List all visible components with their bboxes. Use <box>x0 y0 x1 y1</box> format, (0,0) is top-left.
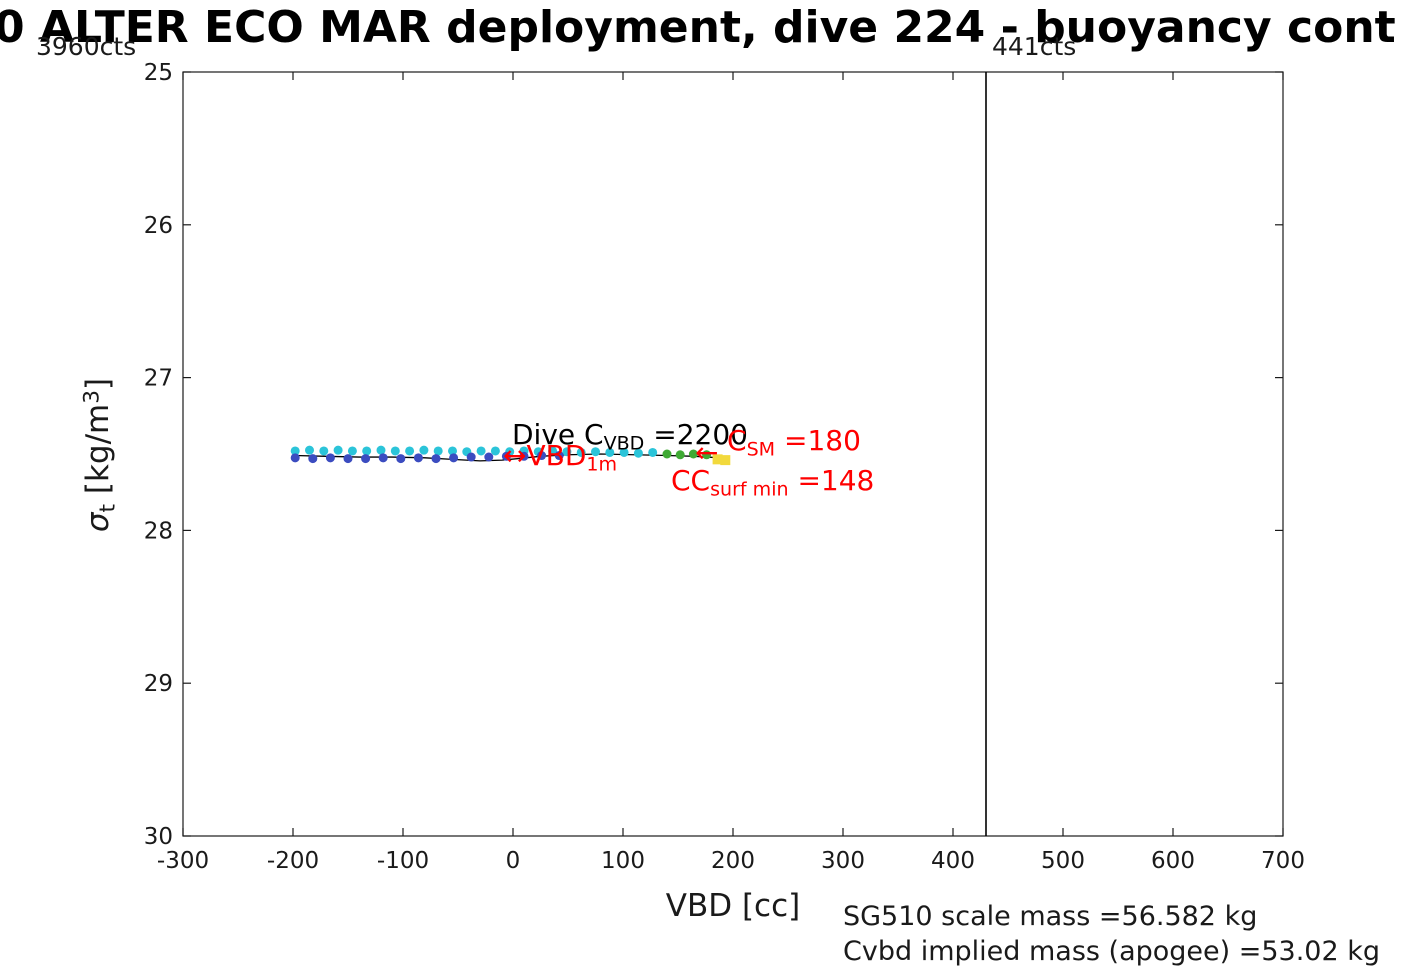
y-tick-label: 26 <box>144 213 173 239</box>
marker-climb-points <box>333 445 343 455</box>
marker-climb-points <box>305 445 314 455</box>
marker-dive-points <box>308 454 318 464</box>
y-axis-label-sigma: σ <box>80 512 117 533</box>
y-tick-label: 27 <box>144 366 173 392</box>
marker-climb-points <box>619 447 629 457</box>
annotation-cc-surf-min-pre: CC <box>671 464 711 497</box>
marker-dive-points <box>449 453 459 463</box>
marker-climb-points <box>390 446 400 456</box>
marker-climb-points <box>448 446 457 456</box>
x-tick-label: 400 <box>931 848 975 874</box>
y-axis-label: σt [kg/m3] <box>79 378 120 532</box>
y-tick-label: 29 <box>144 671 173 697</box>
annotation-c-sm-value: =180 <box>775 424 861 457</box>
annotation-dive-cvbd-value: =2200 <box>644 418 748 451</box>
marker-dive-points <box>413 453 423 463</box>
implied-mass-text: Cvbd implied mass (apogee) =53.02 kg <box>843 936 1381 967</box>
x-tick-label: 0 <box>506 848 521 874</box>
y-tick-label: 25 <box>144 60 173 86</box>
y-axis-label-sub: t <box>95 503 121 513</box>
marker-dive-points <box>396 454 406 464</box>
marker-near-surface-points <box>675 450 685 460</box>
annotation-left-counts: 3960cts <box>36 32 137 61</box>
x-tick-label: -200 <box>267 848 319 874</box>
marker-near-surface-points <box>702 450 712 460</box>
marker-dive-points <box>431 454 441 464</box>
x-tick-label: 600 <box>1151 848 1195 874</box>
marker-climb-points <box>476 446 486 456</box>
annotation-cc-surf-min-value: =148 <box>788 464 875 497</box>
figure-title: 0 ALTER ECO MAR deployment, dive 224 - b… <box>0 2 1396 53</box>
marker-apogee-marker <box>712 454 723 465</box>
marker-climb-points <box>433 446 443 456</box>
x-tick-label: 700 <box>1261 848 1305 874</box>
marker-climb-points <box>633 448 643 458</box>
left-arrow-icon: ← <box>695 436 719 469</box>
marker-climb-points <box>605 447 615 457</box>
marker-dive-points <box>554 451 564 461</box>
x-tick-label: -300 <box>157 848 209 874</box>
marker-climb-points <box>576 447 586 457</box>
marker-climb-points <box>376 445 386 455</box>
marker-climb-points <box>562 447 572 457</box>
marker-climb-points <box>290 446 300 456</box>
x-tick-label: 100 <box>601 848 645 874</box>
annotation-vbd1m: ↔VBD1m <box>503 439 618 476</box>
annotation-dive-cvbd: Dive CVBD =2200 <box>512 418 748 455</box>
y-tick-label: 28 <box>144 518 173 544</box>
annotation-vbd1m-sub: 1m <box>586 453 618 476</box>
marker-dive-points <box>466 452 476 462</box>
marker-climb-points <box>548 446 558 456</box>
marker-dive-points <box>325 453 335 463</box>
marker-dive-points <box>484 452 494 462</box>
marker-dive-points <box>501 451 511 461</box>
annotation-line-counts: 441cts <box>992 32 1077 61</box>
annotation-dive-cvbd-sub: VBD <box>603 432 645 455</box>
marker-dive-points <box>343 454 353 464</box>
y-axis-label-end: ] <box>80 377 117 390</box>
x-tick-label: 200 <box>711 848 755 874</box>
marker-near-surface-points <box>662 449 672 459</box>
marker-dive-points <box>361 454 371 464</box>
scale-mass-text: SG510 scale mass =56.582 kg <box>843 901 1258 932</box>
marker-dive-points <box>290 453 300 463</box>
plot-area: -300 -200 -100 0 100 200 300 400 500 600 700 25 26 27… <box>144 60 1305 874</box>
x-axis-label: VBD [cc] <box>665 888 801 924</box>
x-tick-label: 300 <box>821 848 865 874</box>
y-axis-label-sup: 3 <box>79 389 105 404</box>
marker-climb-points <box>490 446 500 456</box>
marker-dive-points <box>519 451 529 461</box>
marker-climb-points <box>405 446 415 456</box>
annotation-dive-cvbd-pre: Dive C <box>512 418 604 451</box>
marker-climb-points <box>648 447 658 457</box>
annotation-c-sm-sub: SM <box>746 438 776 461</box>
marker-climb-points <box>347 446 357 456</box>
marker-apogee-marker <box>720 455 731 466</box>
annotation-vbd1m-pre: ↔VBD <box>503 439 587 472</box>
marker-climb-points <box>362 446 372 456</box>
annotation-c-sm: CSM =180 <box>727 424 861 461</box>
x-tick-label: -100 <box>377 848 429 874</box>
marker-near-surface-points <box>688 449 698 459</box>
marker-climb-points <box>319 446 329 456</box>
marker-climb-points <box>591 447 600 457</box>
annotation-cc-surf-min: CCsurf min =148 <box>671 464 875 501</box>
y-axis-label-units: [kg/m <box>80 403 117 504</box>
x-tick-label: 500 <box>1041 848 1085 874</box>
annotation-c-sm-pre: C <box>727 424 747 457</box>
marker-dive-points <box>537 451 547 461</box>
marker-climb-points <box>419 445 429 455</box>
annotation-cc-surf-min-sub: surf min <box>710 478 789 501</box>
marker-dive-points <box>378 453 388 463</box>
y-tick-label: 30 <box>144 824 173 850</box>
